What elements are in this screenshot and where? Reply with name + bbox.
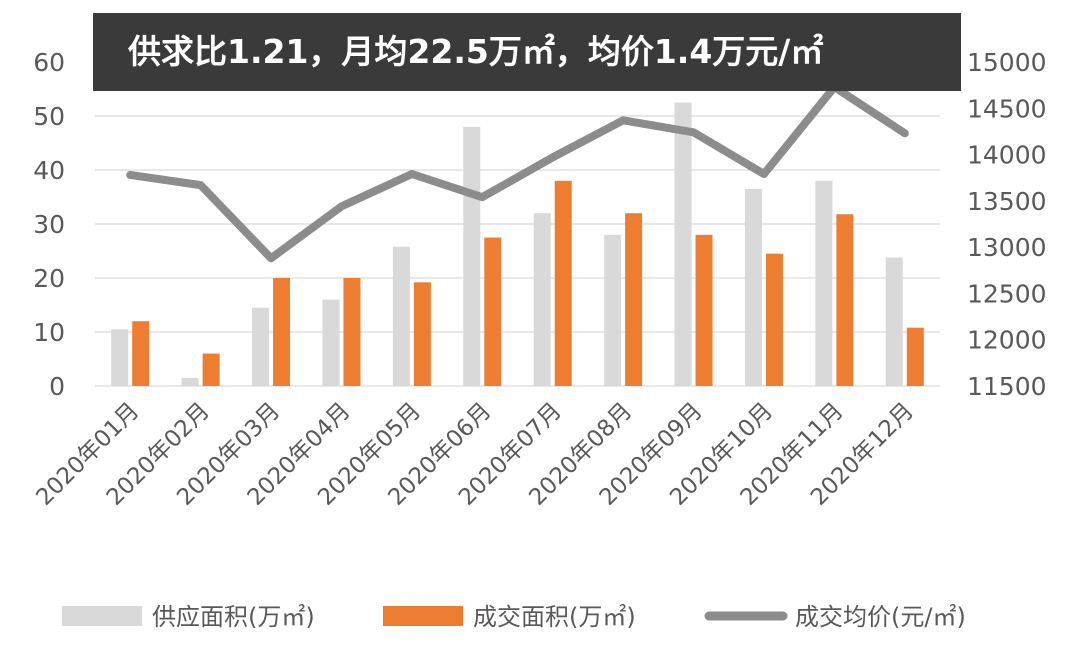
x-axis: 2020年01月2020年02月2020年03月2020年04月2020年05月… — [31, 398, 919, 511]
deal-bar — [273, 278, 291, 386]
deal-bar — [413, 282, 431, 386]
right-tick-label: 13500 — [967, 187, 1047, 216]
legend: 供应面积(万㎡) 成交面积(万㎡) 成交均价(元/㎡) — [62, 603, 966, 631]
right-tick-label: 12500 — [967, 279, 1047, 308]
deal-bar — [202, 353, 220, 386]
right-tick-label: 11500 — [967, 372, 1047, 401]
left-axis: 0 10 20 30 40 50 60 — [33, 48, 65, 401]
deal-bar — [132, 321, 150, 386]
legend-label: 成交面积(万㎡) — [473, 603, 636, 631]
left-tick-label: 40 — [33, 156, 65, 185]
deal-bar — [625, 213, 643, 386]
supply-bar — [885, 257, 903, 386]
left-tick-label: 30 — [33, 210, 65, 239]
right-tick-label: 15000 — [967, 48, 1047, 77]
right-tick-label: 14500 — [967, 94, 1047, 123]
supply-bar — [744, 188, 762, 386]
price-line — [126, 82, 909, 263]
title-banner: 供求比1.21，月均22.5万㎡，均价1.4万元/㎡ — [93, 13, 961, 91]
right-axis: 11500 12000 12500 13000 13500 14000 14500 15000 — [967, 48, 1047, 401]
right-tick-label: 12000 — [967, 326, 1047, 355]
supply-bar — [604, 234, 622, 386]
deal-bar — [343, 278, 361, 386]
right-tick-label: 14000 — [967, 141, 1047, 170]
deal-bar — [554, 180, 572, 386]
left-tick-label: 60 — [33, 48, 65, 77]
deal-bar — [695, 234, 713, 386]
supply-bar — [463, 126, 481, 387]
legend-label: 供应面积(万㎡) — [152, 603, 315, 631]
left-tick-label: 20 — [33, 264, 65, 293]
supply-bar — [674, 102, 692, 386]
legend-swatch — [383, 606, 463, 626]
legend-swatch — [62, 606, 142, 626]
left-tick-label: 0 — [49, 372, 65, 401]
bars — [111, 102, 924, 387]
supply-bar — [181, 377, 199, 386]
supply-bar — [533, 213, 551, 386]
legend-label: 成交均价(元/㎡) — [795, 603, 966, 631]
title-background — [93, 13, 961, 91]
left-tick-label: 10 — [33, 318, 65, 347]
left-tick-label: 50 — [33, 102, 65, 131]
supply-bar — [252, 307, 270, 386]
right-tick-label: 13000 — [967, 233, 1047, 262]
deal-bar — [906, 327, 924, 386]
deal-bar — [484, 237, 502, 386]
supply-bar — [815, 180, 833, 386]
chart-title: 供求比1.21，月均22.5万㎡，均价1.4万元/㎡ — [128, 32, 823, 71]
deal-bar — [765, 253, 783, 386]
supply-bar — [392, 246, 410, 386]
deal-bar — [836, 214, 854, 386]
price-line-path — [126, 82, 909, 263]
supply-bar — [322, 299, 340, 386]
supply-bar — [111, 329, 129, 386]
